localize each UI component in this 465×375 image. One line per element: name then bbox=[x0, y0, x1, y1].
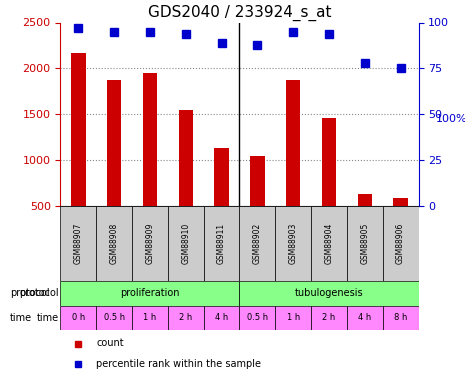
FancyBboxPatch shape bbox=[60, 206, 96, 281]
Text: 4 h: 4 h bbox=[358, 314, 372, 322]
FancyBboxPatch shape bbox=[311, 206, 347, 281]
FancyBboxPatch shape bbox=[60, 281, 239, 306]
Text: protocol: protocol bbox=[19, 288, 59, 298]
Bar bbox=[214, 148, 229, 252]
FancyBboxPatch shape bbox=[204, 306, 239, 330]
FancyBboxPatch shape bbox=[96, 306, 132, 330]
Text: GSM88911: GSM88911 bbox=[217, 223, 226, 264]
FancyBboxPatch shape bbox=[204, 206, 239, 281]
FancyBboxPatch shape bbox=[347, 306, 383, 330]
Text: GSM88902: GSM88902 bbox=[253, 223, 262, 264]
Text: 2 h: 2 h bbox=[179, 314, 193, 322]
FancyBboxPatch shape bbox=[275, 306, 311, 330]
FancyBboxPatch shape bbox=[132, 206, 168, 281]
Text: 0.5 h: 0.5 h bbox=[247, 314, 268, 322]
Text: 0 h: 0 h bbox=[72, 314, 85, 322]
Bar bbox=[179, 110, 193, 252]
Text: GSM88906: GSM88906 bbox=[396, 223, 405, 264]
Bar bbox=[250, 156, 265, 252]
Text: time: time bbox=[37, 313, 59, 323]
Text: 1 h: 1 h bbox=[143, 314, 157, 322]
Text: percentile rank within the sample: percentile rank within the sample bbox=[96, 359, 261, 369]
FancyBboxPatch shape bbox=[383, 206, 418, 281]
Text: time: time bbox=[10, 313, 33, 323]
Bar bbox=[393, 198, 408, 252]
Text: protocol: protocol bbox=[10, 288, 50, 298]
Text: GSM88909: GSM88909 bbox=[146, 223, 154, 264]
Bar bbox=[358, 194, 372, 252]
Title: GDS2040 / 233924_s_at: GDS2040 / 233924_s_at bbox=[148, 5, 331, 21]
Bar bbox=[286, 80, 300, 252]
Text: GSM88910: GSM88910 bbox=[181, 223, 190, 264]
FancyBboxPatch shape bbox=[275, 206, 311, 281]
Text: GSM88907: GSM88907 bbox=[74, 223, 83, 264]
FancyBboxPatch shape bbox=[239, 306, 275, 330]
Bar bbox=[71, 53, 86, 252]
FancyBboxPatch shape bbox=[311, 306, 347, 330]
FancyBboxPatch shape bbox=[239, 281, 418, 306]
Text: proliferation: proliferation bbox=[120, 288, 179, 298]
Text: count: count bbox=[96, 339, 124, 348]
Text: GSM88904: GSM88904 bbox=[325, 223, 333, 264]
Text: 0.5 h: 0.5 h bbox=[104, 314, 125, 322]
Bar bbox=[322, 118, 336, 252]
FancyBboxPatch shape bbox=[383, 306, 418, 330]
Text: tubulogenesis: tubulogenesis bbox=[295, 288, 363, 298]
FancyBboxPatch shape bbox=[168, 306, 204, 330]
Text: 8 h: 8 h bbox=[394, 314, 407, 322]
Y-axis label: 100%: 100% bbox=[436, 114, 465, 125]
Bar bbox=[107, 80, 121, 252]
FancyBboxPatch shape bbox=[347, 206, 383, 281]
Text: GSM88905: GSM88905 bbox=[360, 223, 369, 264]
FancyBboxPatch shape bbox=[239, 206, 275, 281]
Text: 2 h: 2 h bbox=[322, 314, 336, 322]
Text: 1 h: 1 h bbox=[286, 314, 300, 322]
FancyBboxPatch shape bbox=[60, 306, 96, 330]
FancyBboxPatch shape bbox=[132, 306, 168, 330]
FancyBboxPatch shape bbox=[96, 206, 132, 281]
Text: GSM88903: GSM88903 bbox=[289, 223, 298, 264]
Text: 4 h: 4 h bbox=[215, 314, 228, 322]
FancyBboxPatch shape bbox=[168, 206, 204, 281]
Bar bbox=[143, 73, 157, 252]
Text: GSM88908: GSM88908 bbox=[110, 223, 119, 264]
